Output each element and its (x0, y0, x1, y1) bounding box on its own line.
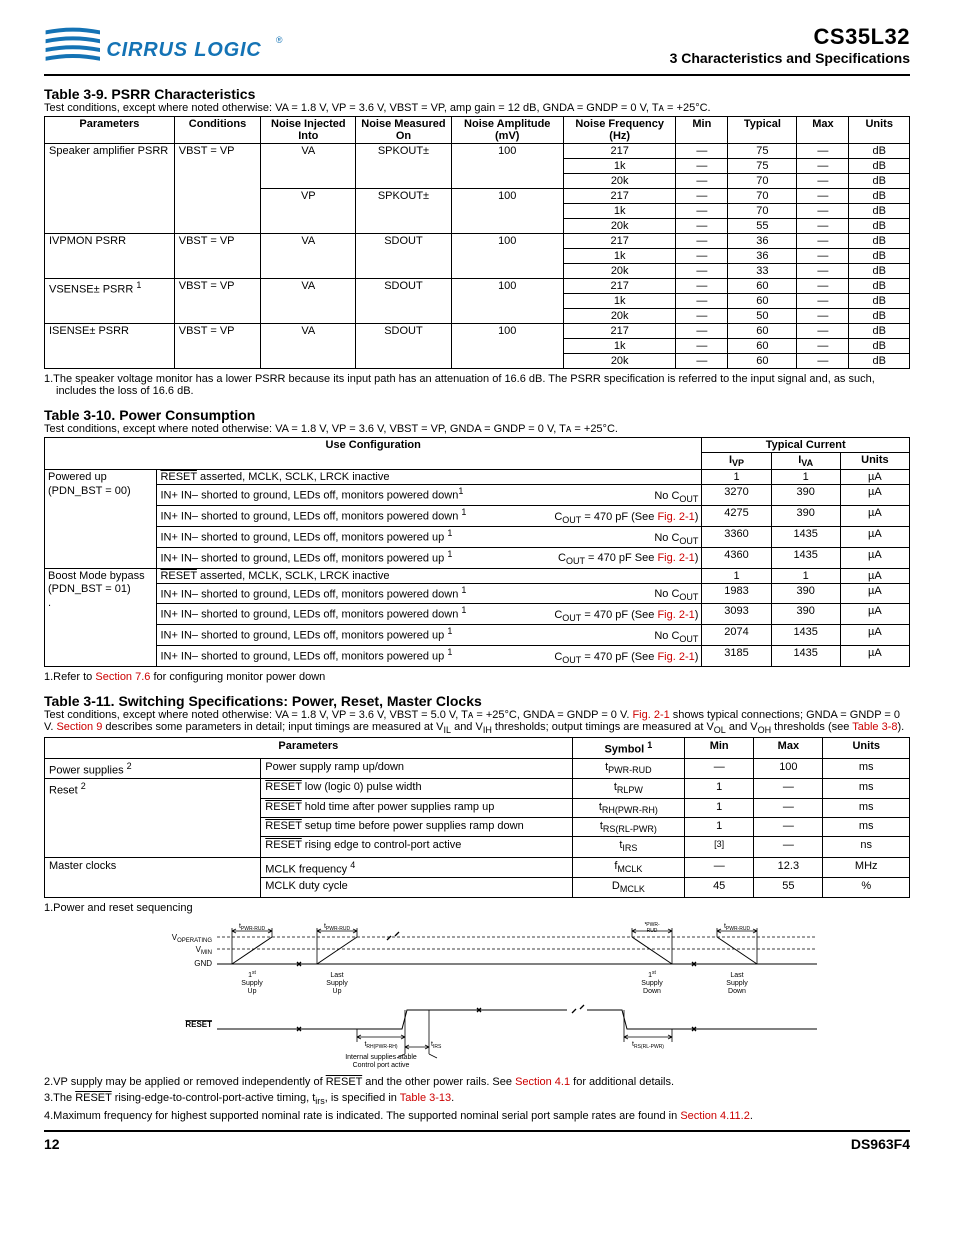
table311-note4: 4.Maximum frequency for highest supporte… (44, 1110, 910, 1122)
table-row: Boost Mode bypass(PDN_BST = 01).RESET as… (45, 568, 910, 583)
h311-units: Units (823, 738, 910, 759)
h-ivp: IVP (702, 453, 771, 470)
h-min: Min (676, 117, 728, 144)
link-section9[interactable]: Section 9 (56, 721, 102, 733)
section-heading: 3 Characteristics and Specifications (670, 50, 910, 66)
svg-text:RESET: RESET (185, 1020, 212, 1029)
table310-title: Table 3-10. Power Consumption (44, 407, 910, 423)
svg-text:Up: Up (333, 988, 342, 995)
table-row: Master clocksMCLK frequency 4fMCLK—12.3M… (45, 857, 910, 878)
svg-text:1st: 1st (248, 970, 256, 979)
table311: Parameters Symbol 1 Min Max Units Power … (44, 737, 910, 897)
svg-text:RUD: RUD (647, 928, 658, 934)
svg-text:tPWR-RUD: tPWR-RUD (239, 923, 266, 932)
h-usecfg: Use Configuration (45, 438, 702, 470)
svg-text:CIRRUS LOGIC: CIRRUS LOGIC (106, 39, 261, 61)
table-row: ISENSE± PSRRVBST = VPVASDOUT100217—60—dB (45, 324, 910, 339)
table-row: Power supplies 2Power supply ramp up/dow… (45, 758, 910, 779)
table310: Use Configuration Typical Current IVP IV… (44, 437, 910, 667)
table39-conditions: Test conditions, except where noted othe… (44, 102, 910, 114)
link-section41b[interactable]: Section 4.1 (515, 1076, 570, 1088)
h-typcur: Typical Current (702, 438, 910, 453)
link-table38[interactable]: Table 3-8 (852, 721, 897, 733)
h311-min: Min (685, 738, 754, 759)
table39-note1: 1.The speaker voltage monitor has a lowe… (44, 373, 910, 397)
page-number: 12 (44, 1136, 60, 1152)
h-inj: Noise Injected Into (261, 117, 356, 144)
svg-text:Supply: Supply (726, 980, 748, 987)
link-fig21[interactable]: Fig. 2-1 (632, 709, 669, 721)
svg-text:tIRS: tIRS (431, 1041, 442, 1050)
svg-text:tPWR-RUD: tPWR-RUD (324, 923, 351, 932)
table-row: IN+ IN– shorted to ground, LEDs off, mon… (45, 547, 910, 568)
h-amp: Noise Amplitude (mV) (451, 117, 563, 144)
svg-text:Up: Up (248, 988, 257, 995)
table310-note1: 1.Refer to Section 7.6 for configuring m… (44, 671, 910, 683)
table-row: IN+ IN– shorted to ground, LEDs off, mon… (45, 526, 910, 547)
cirrus-logo: CIRRUS LOGIC ® (44, 24, 284, 68)
h-meas: Noise Measured On (356, 117, 451, 144)
h-units: Units (849, 117, 910, 144)
table311-title: Table 3-11. Switching Specifications: Po… (44, 693, 910, 709)
svg-text:Supply: Supply (326, 980, 348, 987)
table311-conditions: Test conditions, except where noted othe… (44, 709, 910, 735)
svg-text:1st: 1st (648, 970, 656, 979)
table311-note1: 1.Power and reset sequencing (44, 902, 910, 914)
table311-note3: 3.The RESET rising-edge-to-control-port-… (44, 1092, 910, 1106)
svg-text:Last: Last (730, 972, 743, 979)
table-row: IN+ IN– shorted to ground, LEDs off, mon… (45, 604, 910, 625)
table311-note2b: 2.VP supply may be applied or removed in… (44, 1076, 910, 1088)
svg-text:tRH(PWR-RH): tRH(PWR-RH) (364, 1041, 397, 1050)
link-section4112[interactable]: Section 4.11.2 (680, 1110, 750, 1122)
table-row: IN+ IN– shorted to ground, LEDs off, mon… (45, 625, 910, 646)
h-cond: Conditions (174, 117, 261, 144)
svg-text:tRS(RL-PWR): tRS(RL-PWR) (632, 1041, 664, 1050)
svg-text:®: ® (276, 35, 283, 45)
svg-text:Supply: Supply (641, 980, 663, 987)
svg-text:GND: GND (194, 959, 212, 968)
h311-max: Max (754, 738, 823, 759)
h311-params: Parameters (45, 738, 573, 759)
doc-number: DS963F4 (851, 1136, 910, 1152)
svg-text:tPWR-RUD: tPWR-RUD (724, 923, 751, 932)
table310-conditions: Test conditions, except where noted othe… (44, 423, 910, 435)
table-row: IN+ IN– shorted to ground, LEDs off, mon… (45, 583, 910, 604)
link-table313[interactable]: Table 3-13 (400, 1092, 451, 1104)
h-typ: Typical (728, 117, 797, 144)
svg-text:Down: Down (643, 988, 661, 995)
svg-text:VMIN: VMIN (196, 945, 212, 956)
table-row: IVPMON PSRRVBST = VPVASDOUT100217—36—dB (45, 234, 910, 249)
svg-text:Control port active: Control port active (353, 1062, 410, 1069)
part-number: CS35L32 (670, 24, 910, 50)
h-units310: Units (840, 453, 909, 470)
timing-diagram: VOPERATING VMIN GND RESET (137, 922, 817, 1072)
svg-text:Last: Last (330, 972, 343, 979)
table-row: IN+ IN– shorted to ground, LEDs off, mon… (45, 506, 910, 527)
table39: Parameters Conditions Noise Injected Int… (44, 116, 910, 369)
svg-text:Supply: Supply (241, 980, 263, 987)
svg-text:Down: Down (728, 988, 746, 995)
svg-text:Internal supplies stable: Internal supplies stable (345, 1054, 417, 1061)
table39-title: Table 3-9. PSRR Characteristics (44, 86, 910, 102)
h-freq: Noise Frequency (Hz) (563, 117, 675, 144)
svg-text:VOPERATING: VOPERATING (172, 933, 213, 944)
h-iva: IVA (771, 453, 840, 470)
table-row: Reset 2RESET low (logic 0) pulse widthtR… (45, 779, 910, 798)
h311-symbol: Symbol 1 (572, 738, 684, 759)
table-row: VSENSE± PSRR 1VBST = VPVASDOUT100217—60—… (45, 279, 910, 294)
link-section76[interactable]: Section 7.6 (95, 671, 150, 683)
table-row: IN+ IN– shorted to ground, LEDs off, mon… (45, 646, 910, 667)
h-params: Parameters (45, 117, 175, 144)
table-row: Powered up(PDN_BST = 00)RESET asserted, … (45, 470, 910, 485)
table-row: Speaker amplifier PSRRVBST = VPVASPKOUT±… (45, 144, 910, 159)
table-row: IN+ IN– shorted to ground, LEDs off, mon… (45, 485, 910, 506)
h-max: Max (797, 117, 849, 144)
